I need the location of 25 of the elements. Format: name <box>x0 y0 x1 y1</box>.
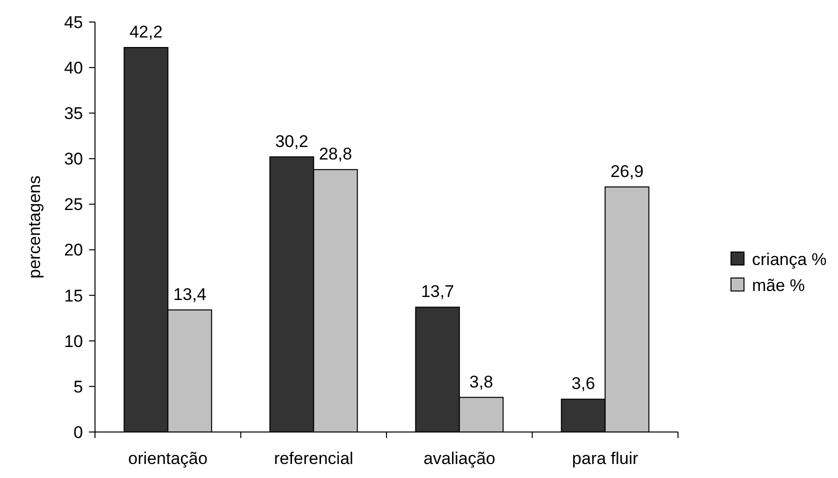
data-label: 3,8 <box>469 372 494 392</box>
y-tick-label: 30 <box>64 150 83 169</box>
data-label: 28,8 <box>318 144 352 164</box>
y-tick-label: 15 <box>64 286 83 306</box>
y-tick-label: 5 <box>74 377 83 396</box>
data-label: 13,7 <box>420 282 454 302</box>
y-tick-label: 10 <box>64 332 83 351</box>
y-axis-title: percentagens <box>25 175 44 279</box>
legend-label: criança % <box>752 250 827 269</box>
y-tick-label: 0 <box>74 422 83 442</box>
data-label: 30,2 <box>275 132 308 151</box>
x-tick-label: referencial <box>274 449 354 468</box>
data-label: 42,2 <box>129 22 163 42</box>
y-tick-label: 25 <box>64 195 83 214</box>
y-tick-label: 35 <box>64 104 83 124</box>
legend-label: mãe % <box>752 276 805 295</box>
data-label: 13,4 <box>173 284 206 304</box>
data-label: 3,6 <box>571 374 596 394</box>
data-label: 26,9 <box>610 162 644 181</box>
x-tick-label: orientação <box>128 449 208 468</box>
x-tick-label: avaliação <box>423 449 496 468</box>
x-tick-label: para fluir <box>572 449 639 468</box>
y-tick-label: 40 <box>64 58 83 78</box>
y-tick-label: 45 <box>64 12 83 32</box>
y-tick-label: 20 <box>64 240 83 260</box>
